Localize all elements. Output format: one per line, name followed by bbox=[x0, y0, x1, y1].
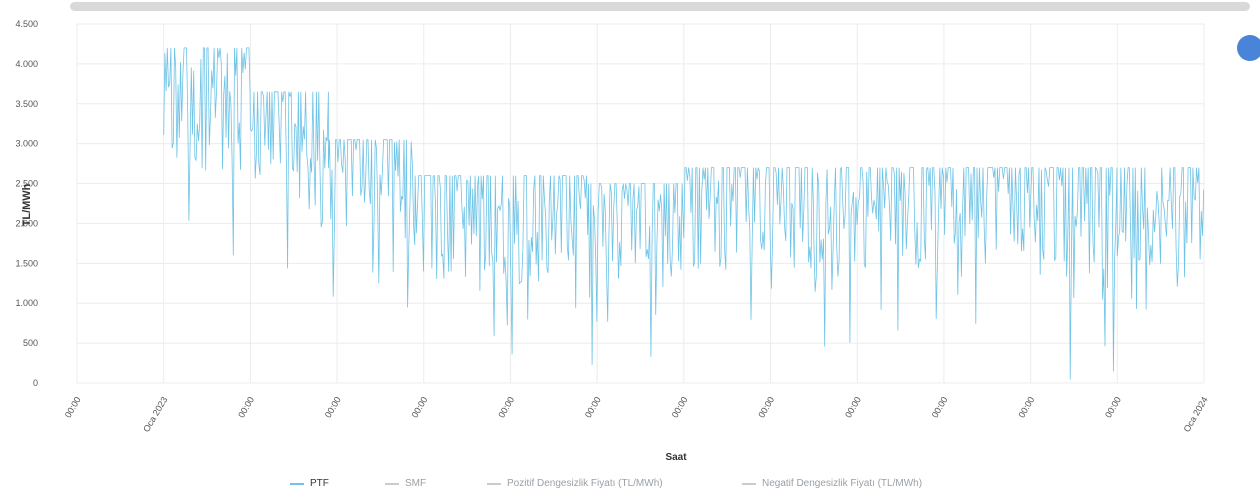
x-tick-label: 00:00 bbox=[583, 395, 603, 420]
x-tick-label: 00:00 bbox=[670, 395, 690, 420]
chart-scrollbar[interactable] bbox=[70, 2, 1250, 11]
y-tick-label: 3.500 bbox=[15, 99, 38, 109]
y-tick-label: 0 bbox=[33, 378, 38, 388]
y-axis-label: TL/MWh bbox=[21, 183, 33, 226]
y-tick-label: 4.000 bbox=[15, 59, 38, 69]
x-axis-label: Saat bbox=[665, 452, 687, 463]
legend-label: PTF bbox=[310, 478, 329, 489]
legend-label: Negatif Dengesizlik Fiyatı (TL/MWh) bbox=[762, 478, 923, 489]
legend-swatch bbox=[487, 482, 501, 485]
y-axis-ticks: 0 500 1.000 1.500 2.000 2.500 3.000 3.500 4.000 4… bbox=[15, 19, 38, 388]
legend-swatch bbox=[290, 482, 304, 485]
x-tick-label: 00:00 bbox=[496, 395, 516, 420]
y-tick-label: 2.500 bbox=[15, 179, 38, 189]
grid-lines bbox=[76, 23, 1205, 384]
x-tick-label: 00:00 bbox=[323, 395, 343, 420]
y-tick-label: 3.000 bbox=[15, 139, 38, 149]
chart-svg: 0 500 1.000 1.500 2.000 2.500 3.000 3.500 4.000 4… bbox=[15, 19, 1210, 463]
x-tick-label: 00:00 bbox=[410, 395, 430, 420]
chart-legend: PTF SMF Pozitif Dengesizlik Fiyatı (TL/M… bbox=[0, 478, 1260, 494]
x-tick-label: 00:00 bbox=[843, 395, 863, 420]
legend-swatch bbox=[742, 482, 756, 485]
x-axis-ticks: 00:00 Oca 2023 00:00 00:00 00:00 00:00 00:00 00… bbox=[63, 395, 1210, 434]
legend-item-smf[interactable]: SMF bbox=[385, 478, 426, 489]
y-tick-label: 2.000 bbox=[15, 218, 38, 228]
legend-swatch bbox=[385, 482, 399, 485]
legend-item-ptf[interactable]: PTF bbox=[290, 478, 329, 489]
legend-label: SMF bbox=[405, 478, 427, 489]
x-tick-label: 00:00 bbox=[236, 395, 256, 420]
y-tick-label: 4.500 bbox=[15, 19, 38, 29]
y-tick-label: 1.500 bbox=[15, 258, 38, 268]
legend-item-negatif[interactable]: Negatif Dengesizlik Fiyatı (TL/MWh) bbox=[742, 478, 922, 489]
x-tick-label: 00:00 bbox=[756, 395, 776, 420]
x-tick-label: Oca 2024 bbox=[1182, 395, 1210, 434]
x-tick-label: Oca 2023 bbox=[141, 395, 169, 434]
side-action-button[interactable] bbox=[1237, 35, 1260, 61]
ptf-series[interactable] bbox=[163, 47, 1205, 380]
x-tick-label: 00:00 bbox=[1103, 395, 1123, 420]
x-tick-label: 00:00 bbox=[930, 395, 950, 420]
x-tick-label: 00:00 bbox=[63, 395, 83, 420]
y-tick-label: 1.000 bbox=[15, 298, 38, 308]
legend-item-pozitif[interactable]: Pozitif Dengesizlik Fiyatı (TL/MWh) bbox=[487, 478, 663, 489]
ptf-line bbox=[163, 47, 1205, 380]
legend-label: Pozitif Dengesizlik Fiyatı (TL/MWh) bbox=[507, 478, 663, 489]
y-tick-label: 500 bbox=[23, 338, 38, 348]
x-tick-label: 00:00 bbox=[1016, 395, 1036, 420]
